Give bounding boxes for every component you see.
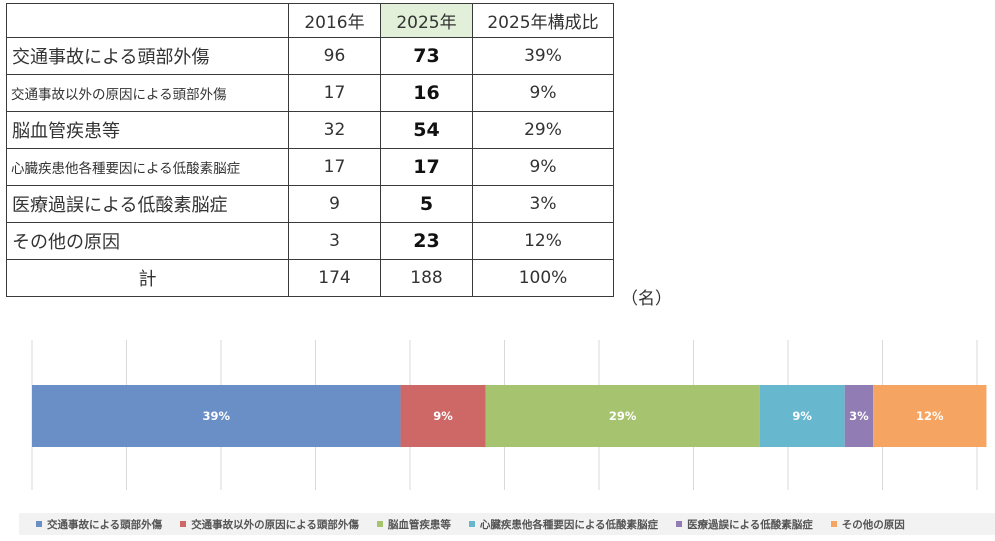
table-row: 交通事故以外の原因による頭部外傷 17 16 9% xyxy=(6,74,614,112)
value-2025-cell: 54 xyxy=(380,111,473,149)
data-label-4: 9% xyxy=(792,409,812,423)
data-label-1: 39% xyxy=(203,409,231,423)
ratio-cell: 9% xyxy=(472,148,614,186)
legend-item-1: 交通事故による頭部外傷 xyxy=(36,517,162,532)
value-2025-cell: 17 xyxy=(380,148,473,186)
value-2025-cell: 23 xyxy=(380,222,473,260)
legend-swatch xyxy=(676,521,683,527)
legend-swatch xyxy=(830,521,837,527)
total-ratio-cell: 100% xyxy=(472,259,614,297)
table-header-row: 2016年 2025年 2025年構成比 xyxy=(6,3,614,38)
total-label-cell: 計 xyxy=(6,259,289,297)
ratio-cell: 3% xyxy=(472,185,614,223)
legend-swatch xyxy=(376,521,383,527)
legend-item-4: 心臓疾患他各種要因による低酸素脳症 xyxy=(468,517,659,532)
legend-label: 脳血管疾患等 xyxy=(387,518,451,531)
value-2016-cell: 9 xyxy=(288,185,381,223)
data-label-2: 9% xyxy=(433,409,453,423)
legend-label: 心臓疾患他各種要因による低酸素脳症 xyxy=(479,518,659,531)
ratio-cell: 29% xyxy=(472,111,614,149)
legend-swatch xyxy=(36,521,42,527)
stacked-bar-chart: 39% 9% 29% 9% 3% 12% xyxy=(0,330,995,514)
table-row: 心臓疾患他各種要因による低酸素脳症 17 17 9% xyxy=(6,148,614,186)
bar-segment-5 xyxy=(844,385,874,447)
stats-table: 2016年 2025年 2025年構成比 交通事故による頭部外傷 96 73 3… xyxy=(6,3,614,297)
legend-label: その他の原因 xyxy=(841,518,905,531)
legend-item-2: 交通事故以外の原因による頭部外傷 xyxy=(180,517,359,532)
legend-item-3: 脳血管疾患等 xyxy=(376,517,451,532)
value-2016-cell: 3 xyxy=(288,222,381,260)
value-2025-cell: 5 xyxy=(380,185,473,223)
total-2025-cell: 188 xyxy=(380,259,473,297)
ratio-cell: 39% xyxy=(472,37,614,75)
data-label-3: 29% xyxy=(609,409,637,423)
data-label-5: 3% xyxy=(849,409,869,423)
chart-svg: 39% 9% 29% 9% 3% 12% xyxy=(31,340,987,490)
value-2016-cell: 32 xyxy=(288,111,381,149)
ratio-cell: 9% xyxy=(472,74,614,112)
legend-swatch xyxy=(180,521,187,527)
value-2016-cell: 96 xyxy=(288,37,381,75)
cause-cell: 医療過誤による低酸素脳症 xyxy=(6,185,289,223)
table-row: 交通事故による頭部外傷 96 73 39% xyxy=(6,37,614,75)
header-cause xyxy=(6,3,289,38)
cause-cell: 交通事故以外の原因による頭部外傷 xyxy=(6,74,289,112)
value-2016-cell: 17 xyxy=(288,148,381,186)
bar-segment-1 xyxy=(32,385,401,447)
bar-segment-6 xyxy=(873,385,987,447)
legend-label: 交通事故以外の原因による頭部外傷 xyxy=(191,518,359,531)
bar-segment-3 xyxy=(485,385,760,447)
unit-label: （名） xyxy=(621,289,672,309)
ratio-cell: 12% xyxy=(472,222,614,260)
value-2025-cell: 16 xyxy=(380,74,473,112)
chart-legend: 交通事故による頭部外傷 交通事故以外の原因による頭部外傷 脳血管疾患等 心臓疾患他各種… xyxy=(36,516,923,532)
table-row: 脳血管疾患等 32 54 29% xyxy=(6,111,614,149)
value-2016-cell: 17 xyxy=(288,74,381,112)
data-label-6: 12% xyxy=(916,409,944,423)
header-ratio: 2025年構成比 xyxy=(472,3,614,38)
legend-label: 交通事故による頭部外傷 xyxy=(47,518,163,531)
legend-item-6: その他の原因 xyxy=(830,517,905,532)
table-row: その他の原因 3 23 12% xyxy=(6,222,614,260)
total-2016-cell: 174 xyxy=(288,259,381,297)
legend-swatch xyxy=(468,521,475,527)
cause-cell: 交通事故による頭部外傷 xyxy=(6,37,289,75)
table-total-row: 計 174 188 100% xyxy=(6,259,614,297)
value-2025-cell: 73 xyxy=(380,37,473,75)
legend-item-5: 医療過誤による低酸素脳症 xyxy=(676,517,813,532)
bar-segment-4 xyxy=(759,385,845,447)
legend-label: 医療過誤による低酸素脳症 xyxy=(687,518,813,531)
cause-cell: 心臓疾患他各種要因による低酸素脳症 xyxy=(6,148,289,186)
header-2025: 2025年 xyxy=(380,3,473,38)
legend-background xyxy=(19,513,995,535)
cause-cell: その他の原因 xyxy=(6,222,289,260)
header-2016: 2016年 xyxy=(288,3,381,38)
table-row: 医療過誤による低酸素脳症 9 5 3% xyxy=(6,185,614,223)
cause-cell: 脳血管疾患等 xyxy=(6,111,289,149)
bar-segment-2 xyxy=(400,385,486,447)
